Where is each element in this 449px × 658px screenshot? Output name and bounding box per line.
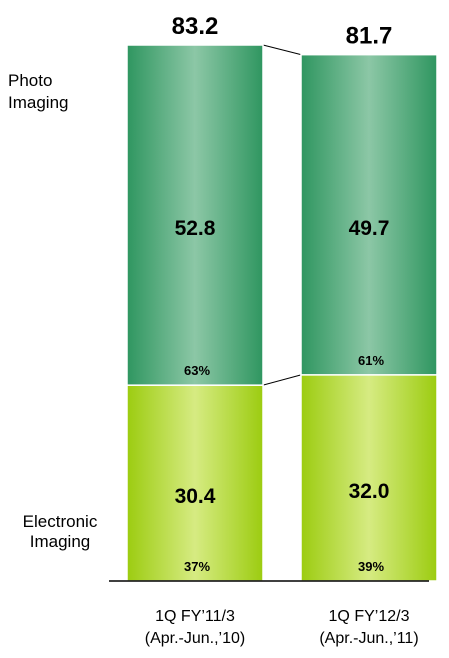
total-label: 81.7 <box>346 23 393 50</box>
connector-lines <box>262 44 302 386</box>
data-label: 52.8 <box>175 217 216 240</box>
data-label: 32.0 <box>349 480 390 503</box>
bar-segment <box>126 44 264 386</box>
data-label: 30.4 <box>175 485 216 508</box>
labels-group: 83.2 30.4 37% 52.8 63% 81.7 32.0 39% 49.7 61% Elec… <box>8 13 419 647</box>
category-label: (Apr.-Jun.,’10) <box>145 630 245 647</box>
category-label: 1Q FY’11/3 <box>155 608 235 625</box>
series-name-label: Electronic <box>23 512 98 531</box>
bar-segment <box>300 374 438 582</box>
category-label: 1Q FY’12/3 <box>329 608 410 625</box>
share-label: 37% <box>184 559 210 574</box>
share-label: 63% <box>184 363 210 378</box>
connector-line <box>262 44 302 56</box>
connector-line <box>262 374 302 386</box>
category-label: (Apr.-Jun.,’11) <box>319 630 418 647</box>
bars-group <box>126 44 438 582</box>
total-label: 83.2 <box>172 13 219 40</box>
series-name-label: Imaging <box>30 532 90 551</box>
share-label: 39% <box>358 559 384 574</box>
share-label: 61% <box>358 353 384 368</box>
bar-segment <box>300 53 438 376</box>
series-name-label: Imaging <box>8 93 68 112</box>
data-label: 49.7 <box>349 217 390 240</box>
series-name-label: Photo <box>8 71 52 90</box>
bar-segment <box>126 384 264 582</box>
